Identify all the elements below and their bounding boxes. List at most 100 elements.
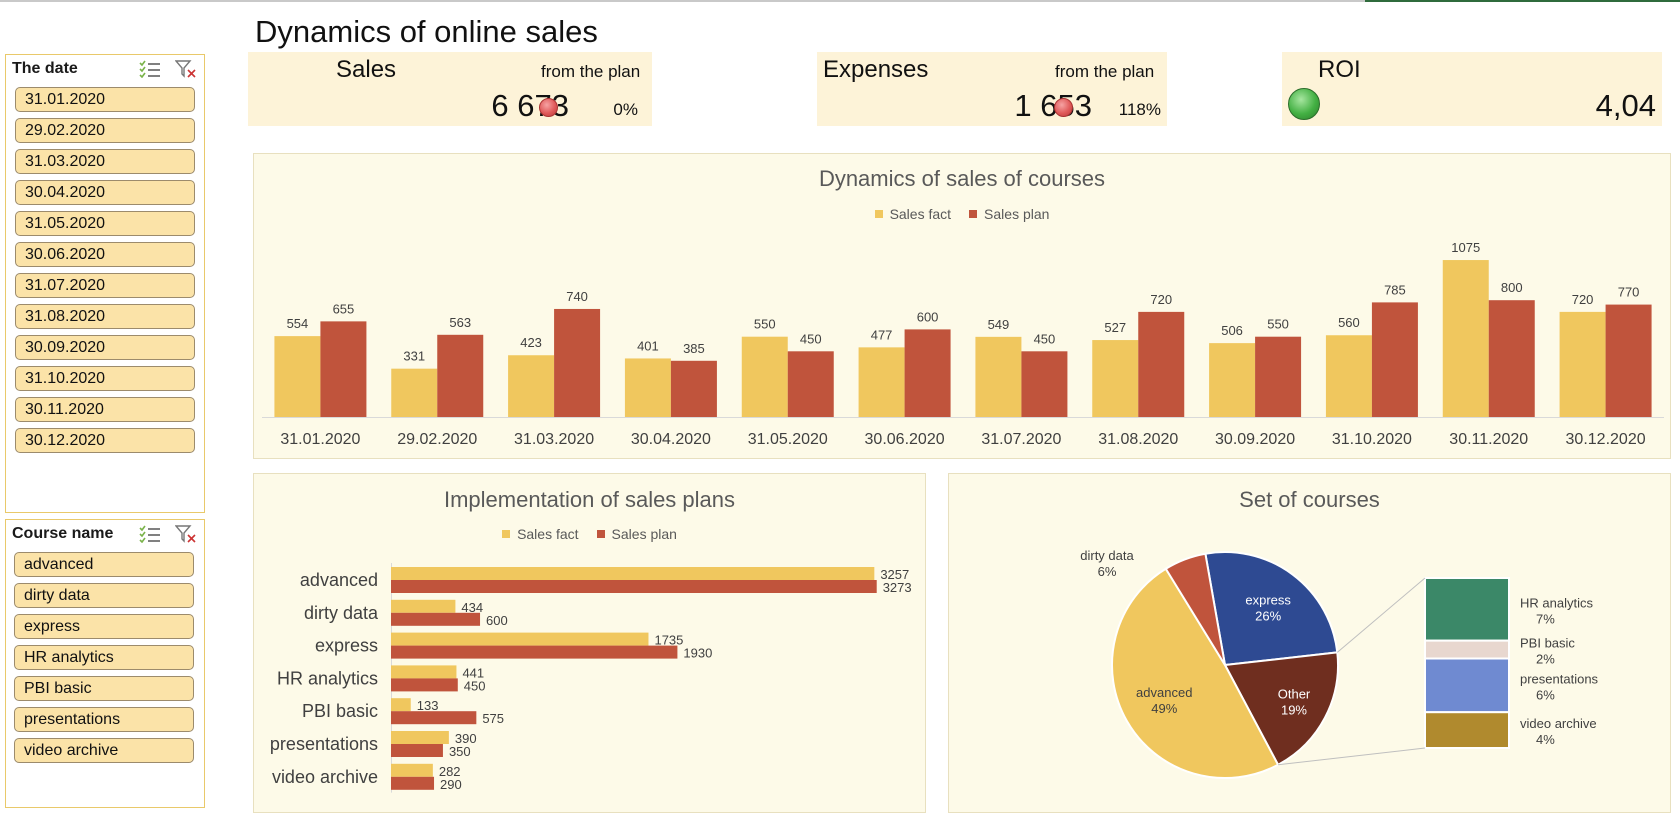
- date-item[interactable]: 30.06.2020: [15, 242, 195, 267]
- breakdown-percent: 6%: [1536, 687, 1555, 702]
- plan-implementation-panel: Implementation of sales plans Sales fact…: [253, 473, 926, 813]
- course-item[interactable]: HR analytics: [14, 645, 194, 670]
- bar-sales-plan: [391, 580, 877, 593]
- date-item[interactable]: 30.04.2020: [15, 180, 195, 205]
- plan-implementation-legend: Sales fact Sales plan: [254, 526, 925, 542]
- y-tick-label: PBI basic: [302, 701, 378, 721]
- data-label: 1930: [683, 646, 712, 661]
- legend-swatch-fact: [502, 530, 511, 538]
- bar-sales-fact: [741, 336, 788, 417]
- plan-implementation-title: Implementation of sales plans: [443, 487, 736, 512]
- pie-slice-dirty-data: [1164, 552, 1226, 666]
- data-label: 600: [917, 309, 939, 324]
- connector-line: [1277, 747, 1426, 766]
- bar-sales-fact: [391, 368, 438, 417]
- roi-kpi-value: 4,04: [1595, 88, 1656, 123]
- status-red-icon: [539, 98, 558, 117]
- breakdown-bar-video-archive: [1424, 711, 1510, 749]
- slice-label: advanced: [1136, 685, 1192, 700]
- x-tick-label: 30.12.2020: [1566, 431, 1646, 448]
- data-label: 770: [1618, 285, 1640, 300]
- pie-slice-advanced: [1111, 567, 1280, 779]
- multi-select-icon[interactable]: [138, 58, 162, 80]
- status-green-icon: [1288, 88, 1320, 120]
- data-label: 282: [439, 764, 461, 779]
- data-label: 350: [449, 744, 471, 759]
- y-tick-label: dirty data: [304, 603, 379, 623]
- breakdown-bar-hr-analytics: [1424, 577, 1510, 642]
- x-tick-label: 30.09.2020: [1215, 431, 1295, 448]
- date-item[interactable]: 31.07.2020: [15, 273, 195, 298]
- date-item[interactable]: 30.12.2020: [15, 428, 195, 453]
- clear-filter-icon[interactable]: [174, 523, 198, 545]
- x-tick-label: 30.11.2020: [1449, 431, 1528, 448]
- bar-sales-fact: [1092, 340, 1139, 417]
- data-label: 655: [333, 301, 355, 316]
- y-tick-label: HR analytics: [277, 668, 378, 688]
- bar-sales-fact: [1325, 335, 1372, 417]
- breakdown-label: presentations: [1520, 671, 1599, 686]
- breakdown-label: video archive: [1520, 716, 1597, 731]
- data-label: 450: [800, 331, 822, 346]
- breakdown-label: PBI basic: [1520, 636, 1575, 651]
- data-label: 800: [1501, 280, 1523, 295]
- date-item[interactable]: 31.01.2020: [15, 87, 195, 112]
- bar-sales-fact: [624, 358, 671, 417]
- y-tick-label: express: [315, 636, 378, 656]
- date-item[interactable]: 29.02.2020: [15, 118, 195, 143]
- date-item[interactable]: 30.11.2020: [15, 397, 195, 422]
- bar-sales-plan: [787, 351, 834, 417]
- data-label: 575: [482, 711, 504, 726]
- course-item[interactable]: PBI basic: [14, 676, 194, 701]
- x-tick-label: 31.07.2020: [981, 431, 1061, 448]
- course-item[interactable]: video archive: [14, 738, 194, 763]
- bar-sales-fact: [975, 336, 1022, 417]
- data-label: 1075: [1451, 240, 1480, 255]
- data-label: 450: [464, 678, 486, 693]
- bar-sales-fact: [391, 698, 411, 712]
- bar-sales-plan: [391, 744, 443, 757]
- data-label: 450: [1034, 331, 1056, 346]
- date-slicer-header: The date: [6, 55, 204, 83]
- bar-sales-plan: [904, 329, 951, 417]
- x-tick-label: 31.08.2020: [1098, 431, 1178, 448]
- slice-percent: 26%: [1255, 608, 1281, 623]
- bar-sales-fact: [391, 665, 457, 679]
- bar-sales-fact: [1209, 343, 1256, 417]
- bar-sales-plan: [1605, 304, 1652, 417]
- bar-sales-fact: [274, 336, 321, 417]
- data-label: 1735: [654, 633, 683, 648]
- date-item[interactable]: 31.05.2020: [15, 211, 195, 236]
- course-item[interactable]: express: [14, 614, 194, 639]
- date-item[interactable]: 31.10.2020: [15, 366, 195, 391]
- data-label: 385: [683, 341, 705, 356]
- course-slicer-title: Course name: [12, 525, 114, 542]
- sales-dynamics-panel: Dynamics of sales of courses Sales fact …: [253, 153, 1671, 459]
- bar-sales-fact: [508, 355, 555, 417]
- course-item[interactable]: presentations: [14, 707, 194, 732]
- data-label: 434: [461, 600, 483, 615]
- course-item[interactable]: advanced: [14, 552, 194, 577]
- course-item[interactable]: dirty data: [14, 583, 194, 608]
- clear-filter-icon[interactable]: [174, 58, 198, 80]
- slice-label: dirty data: [1080, 548, 1134, 563]
- pie-slice-express: [1204, 551, 1339, 667]
- bar-sales-fact: [391, 632, 649, 646]
- data-label: 560: [1338, 315, 1360, 330]
- x-tick-label: 31.01.2020: [280, 431, 360, 448]
- data-label: 720: [1572, 292, 1594, 307]
- x-tick-label: 29.02.2020: [397, 431, 477, 448]
- breakdown-percent: 7%: [1536, 611, 1555, 626]
- course-slicer: Course name advanced dirty data express …: [5, 519, 205, 808]
- date-item[interactable]: 31.08.2020: [15, 304, 195, 329]
- data-label: 423: [520, 335, 542, 350]
- sales-kpi-card: Sales from the plan 6 673 0%: [248, 52, 652, 126]
- date-item[interactable]: 30.09.2020: [15, 335, 195, 360]
- sales-kpi-subtitle: from the plan: [541, 62, 641, 81]
- date-item[interactable]: 31.03.2020: [15, 149, 195, 174]
- top-accent: [1365, 0, 1680, 2]
- data-label: 133: [417, 698, 439, 713]
- bar-sales-fact: [391, 567, 875, 580]
- multi-select-icon[interactable]: [138, 523, 162, 545]
